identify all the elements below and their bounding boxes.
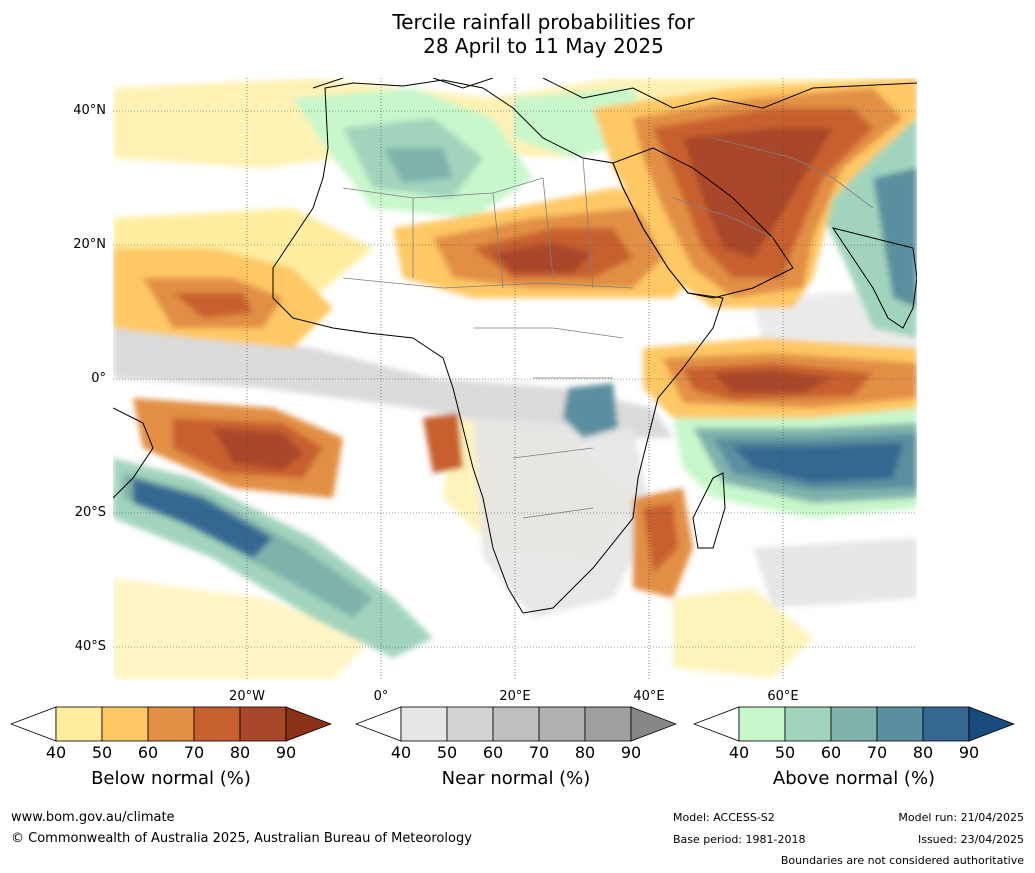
footer-website: www.bom.gov.au/climate: [11, 810, 175, 825]
tick: 90: [275, 743, 297, 762]
footer-issued: Issued: 23/04/2025: [917, 833, 1024, 846]
coastlines: [113, 78, 917, 614]
colorbar-segment: [147, 706, 195, 742]
lon-label-20e: 20°E: [499, 689, 531, 704]
tick: 40: [390, 743, 412, 762]
tick: 60: [820, 743, 842, 762]
map-svg: [113, 78, 917, 680]
lat-label-40n: 40°N: [73, 103, 106, 118]
colorbar-title-below: Below normal (%): [91, 768, 251, 789]
colorbar-segment: [446, 706, 494, 742]
footer-copyright: © Commonwealth of Australia 2025, Austra…: [11, 831, 472, 846]
tick: 40: [45, 743, 67, 762]
tick: 90: [958, 743, 980, 762]
footer-base-period: Base period: 1981-2018: [673, 833, 806, 846]
colorbar-segment: [55, 706, 103, 742]
colorbar-segment: [784, 706, 832, 742]
map-title: Tercile rainfall probabilities for 28 Ap…: [0, 10, 1035, 58]
footer-disclaimer: Boundaries are not considered authoritat…: [780, 854, 1024, 867]
footer-model: Model: ACCESS-S2: [673, 811, 775, 824]
gridlines: [113, 78, 917, 680]
rainfall-probability-map: [113, 78, 917, 680]
colorbar-low-extension: [10, 706, 57, 742]
title-line-2: 28 April to 11 May 2025: [423, 34, 664, 58]
lon-label-0: 0°: [373, 689, 389, 704]
tick: 70: [866, 743, 888, 762]
lon-label-40e: 40°E: [633, 689, 665, 704]
tick: 50: [91, 743, 113, 762]
colorbar-high-extension: [630, 706, 677, 742]
colorbar-segment: [876, 706, 924, 742]
title-line-1: Tercile rainfall probabilities for: [392, 10, 695, 34]
colorbar-below-svg: [10, 706, 332, 742]
colorbar-segment: [584, 706, 632, 742]
lon-label-60e: 60°E: [767, 689, 799, 704]
colorbar-low-extension: [693, 706, 740, 742]
colorbar-segment: [492, 706, 540, 742]
colorbar-high-extension: [968, 706, 1015, 742]
colorbar-segment: [239, 706, 287, 742]
lat-label-0: 0°: [91, 371, 106, 386]
tick: 70: [528, 743, 550, 762]
tick: 50: [774, 743, 796, 762]
tick: 60: [482, 743, 504, 762]
colorbar-below-normal: [10, 706, 332, 742]
tick: 80: [912, 743, 934, 762]
colorbar-segment: [738, 706, 786, 742]
colorbar-high-extension: [285, 706, 332, 742]
colorbar-segment: [101, 706, 149, 742]
country-borders: [342, 137, 874, 519]
lon-label-20w: 20°W: [229, 689, 265, 704]
colorbar-segment: [400, 706, 448, 742]
tick: 80: [574, 743, 596, 762]
tick: 50: [436, 743, 458, 762]
colorbar-title-near: Near normal (%): [441, 768, 591, 789]
colorbar-near-svg: [355, 706, 677, 742]
colorbar-segment: [538, 706, 586, 742]
tick: 40: [728, 743, 750, 762]
colorbar-segment: [193, 706, 241, 742]
tick: 90: [620, 743, 642, 762]
probability-fields: [113, 78, 917, 680]
colorbar-above-normal: [693, 706, 1015, 742]
lat-label-20s: 20°S: [74, 505, 106, 520]
lat-label-20n: 20°N: [73, 237, 106, 252]
tick: 70: [183, 743, 205, 762]
lat-label-40s: 40°S: [74, 639, 106, 654]
colorbar-low-extension: [355, 706, 402, 742]
colorbar-segment: [830, 706, 878, 742]
colorbar-segment: [922, 706, 970, 742]
footer-model-run: Model run: 21/04/2025: [898, 811, 1024, 824]
colorbar-near-normal: [355, 706, 677, 742]
tick: 80: [229, 743, 251, 762]
colorbar-above-svg: [693, 706, 1015, 742]
tick: 60: [137, 743, 159, 762]
colorbar-title-above: Above normal (%): [772, 768, 936, 789]
